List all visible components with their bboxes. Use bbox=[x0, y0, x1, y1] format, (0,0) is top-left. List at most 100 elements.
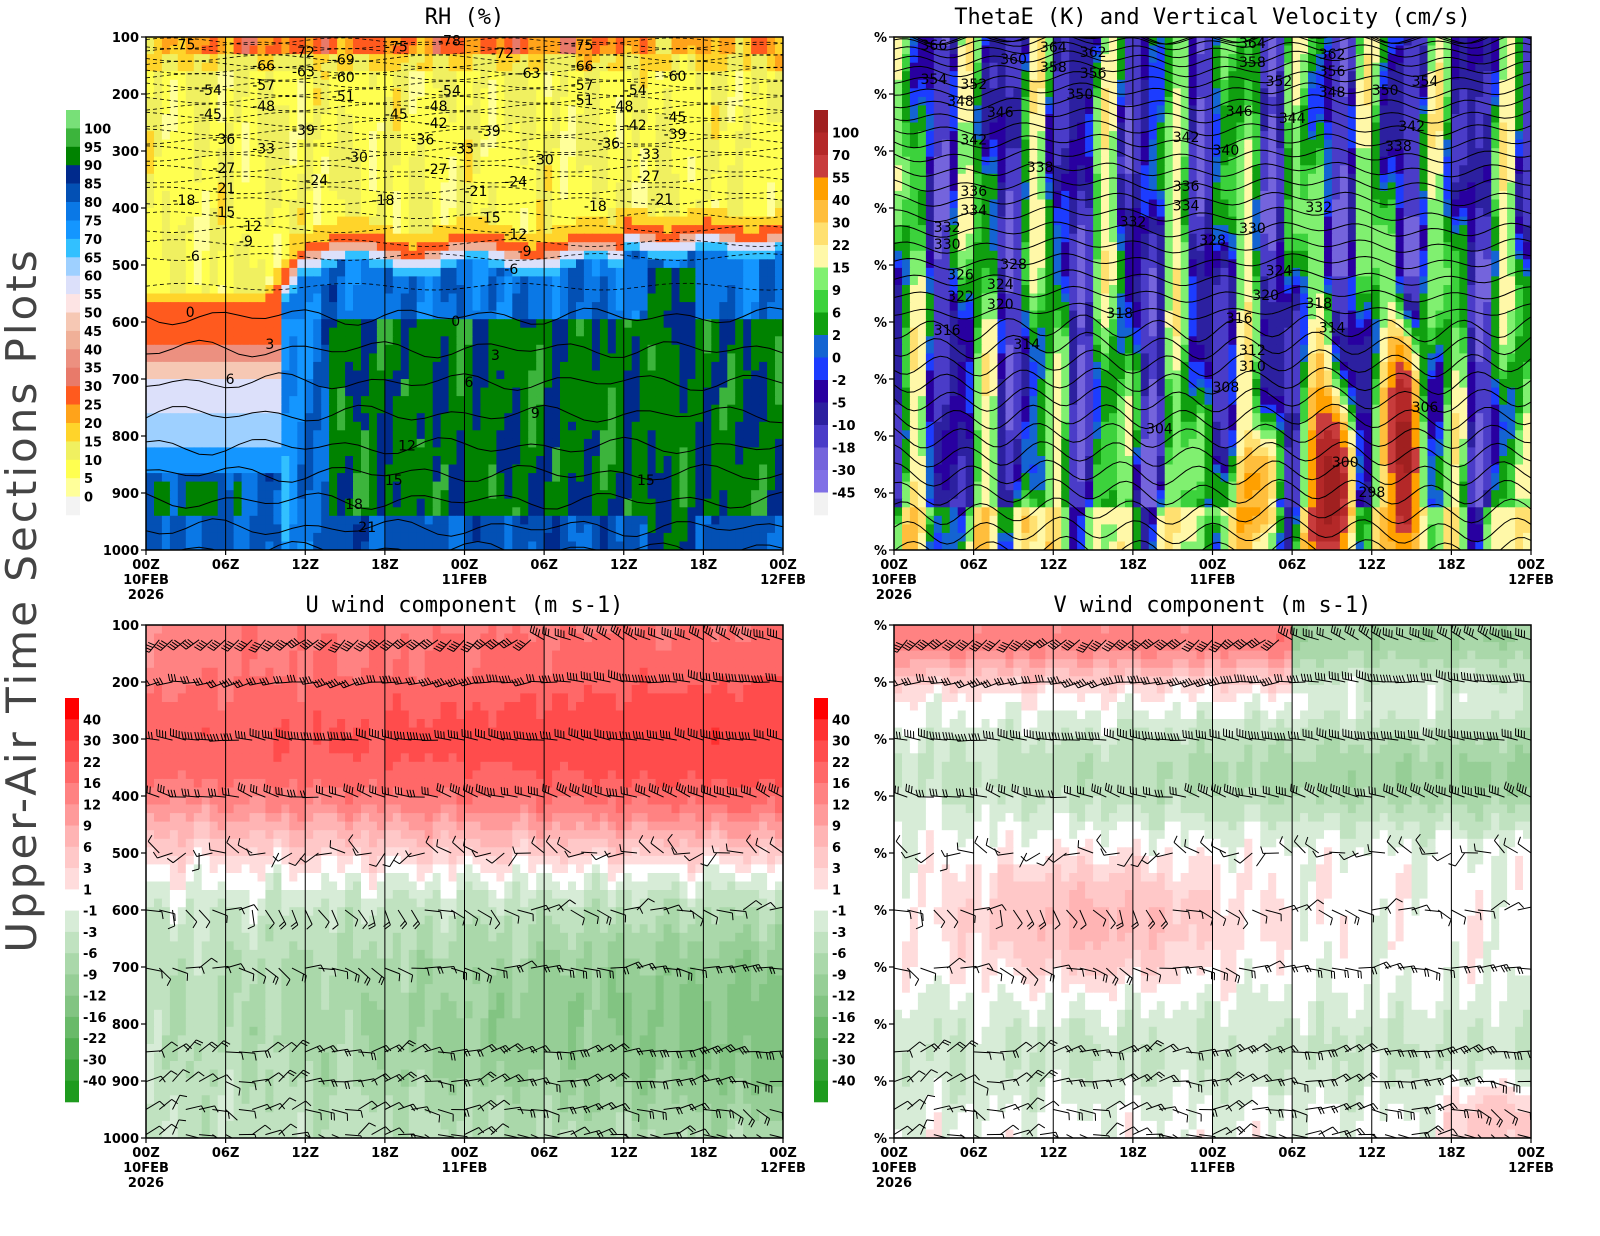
contour-cell bbox=[591, 310, 601, 320]
contour-cell bbox=[480, 45, 489, 55]
contour-cell bbox=[544, 225, 553, 235]
contour-cell bbox=[695, 190, 704, 201]
contour-cell bbox=[607, 37, 617, 47]
contour-cell bbox=[639, 430, 649, 440]
contour-cell bbox=[185, 190, 195, 201]
contour-cell bbox=[767, 45, 776, 55]
contour-cell bbox=[440, 114, 450, 124]
contour-cell bbox=[647, 131, 657, 141]
contour-cell bbox=[687, 225, 697, 235]
contour-cell bbox=[185, 413, 195, 423]
contour-cell bbox=[337, 96, 346, 107]
contour-cell bbox=[552, 114, 561, 124]
contour-cell bbox=[599, 54, 609, 64]
contour-cell bbox=[679, 473, 689, 483]
contour-cell bbox=[169, 285, 179, 295]
contour-cell bbox=[568, 490, 577, 500]
contour-cell bbox=[329, 242, 338, 252]
contour-cell bbox=[289, 105, 298, 115]
contour-cell bbox=[528, 481, 537, 491]
contour-cell bbox=[496, 302, 505, 312]
contour-cell bbox=[408, 361, 418, 372]
contour-cell bbox=[448, 259, 458, 269]
contour-cell bbox=[639, 114, 649, 124]
contour-cell bbox=[345, 344, 354, 354]
contour-cell bbox=[440, 62, 450, 72]
colorbar-label: 50 bbox=[84, 307, 102, 322]
panel-title: RH (%) bbox=[425, 5, 504, 30]
contour-cell bbox=[599, 114, 609, 124]
contour-cell bbox=[369, 233, 378, 243]
contour-cell bbox=[520, 361, 529, 372]
contour-cell bbox=[265, 430, 274, 440]
contour-cell bbox=[544, 456, 553, 466]
contour-cell bbox=[751, 190, 760, 201]
contour-cell bbox=[743, 54, 752, 64]
contour-cell bbox=[568, 225, 577, 235]
contour-cell bbox=[599, 370, 609, 380]
contour-cell bbox=[416, 473, 426, 483]
contour-cell bbox=[599, 45, 609, 55]
contour-cell bbox=[337, 182, 346, 192]
contour-cell bbox=[177, 62, 187, 72]
contour-cell bbox=[552, 302, 561, 312]
contour-cell bbox=[241, 515, 251, 525]
contour-cell bbox=[719, 62, 728, 72]
contour-cell bbox=[735, 242, 744, 252]
contour-cell bbox=[169, 361, 179, 372]
contour-cell bbox=[273, 456, 282, 466]
contour-cell bbox=[583, 532, 593, 543]
contour-cell bbox=[177, 370, 187, 380]
contour-cell bbox=[743, 285, 752, 295]
contour-cell bbox=[751, 250, 760, 260]
contour-cell bbox=[647, 430, 657, 440]
contour-cell bbox=[376, 532, 386, 543]
contour-cell bbox=[440, 396, 450, 406]
contour-cell bbox=[480, 379, 489, 389]
field-0 bbox=[146, 37, 783, 550]
contour-cell bbox=[591, 173, 601, 183]
contour-cell bbox=[249, 54, 259, 64]
contour-cell bbox=[552, 165, 561, 175]
contour-cell bbox=[544, 208, 553, 218]
contour-cell bbox=[727, 208, 736, 218]
contour-cell bbox=[361, 481, 370, 491]
contour-cell bbox=[480, 361, 489, 372]
contour-cell bbox=[703, 353, 712, 363]
contour-cell bbox=[775, 173, 783, 183]
contour-cell bbox=[337, 447, 346, 457]
contour-cell bbox=[169, 148, 179, 158]
contour-cell bbox=[289, 498, 298, 508]
contour-cell bbox=[679, 105, 689, 115]
contour-cell bbox=[536, 481, 545, 491]
contour-cell bbox=[504, 182, 513, 192]
contour-cell bbox=[552, 131, 561, 141]
contour-cell bbox=[456, 498, 466, 508]
contour-cell bbox=[241, 139, 251, 149]
contour-cell bbox=[297, 54, 306, 64]
contour-cell bbox=[655, 216, 665, 226]
contour-cell bbox=[249, 114, 259, 124]
contour-cell bbox=[464, 37, 474, 47]
contour-cell bbox=[201, 165, 211, 175]
contour-cell bbox=[695, 532, 704, 543]
contour-cell bbox=[440, 216, 450, 226]
contour-cell bbox=[369, 208, 378, 218]
contour-cell bbox=[472, 327, 482, 337]
contour-cell bbox=[313, 438, 322, 449]
contour-cell bbox=[496, 421, 505, 431]
contour-cell bbox=[241, 473, 251, 483]
contour-cell bbox=[408, 242, 418, 252]
contour-cell bbox=[536, 148, 545, 158]
contour-cell bbox=[161, 156, 171, 166]
contour-cell bbox=[775, 139, 783, 149]
contour-label: 6 bbox=[226, 372, 235, 388]
contour-cell bbox=[289, 182, 298, 192]
contour-cell bbox=[265, 285, 274, 295]
contour-cell bbox=[257, 62, 267, 72]
contour-cell bbox=[560, 524, 569, 534]
contour-cell bbox=[384, 190, 394, 201]
contour-cell bbox=[472, 532, 482, 543]
contour-cell bbox=[775, 96, 783, 107]
contour-cell bbox=[193, 404, 203, 414]
